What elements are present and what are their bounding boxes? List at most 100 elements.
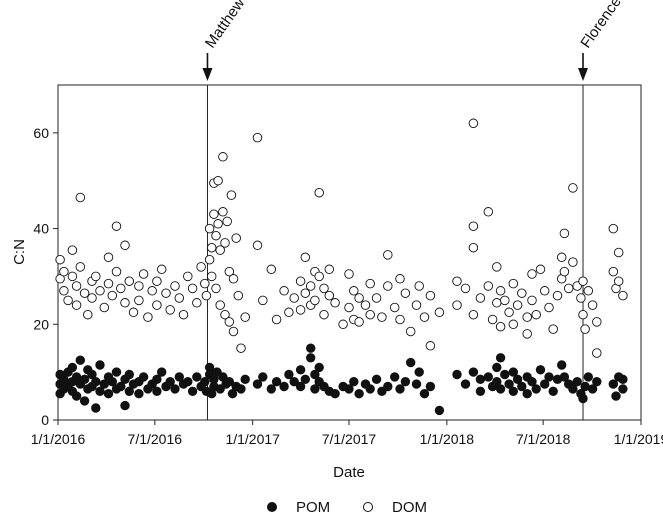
dom-point [354, 293, 364, 303]
pom-point [271, 377, 282, 387]
pom-point [103, 389, 114, 399]
dom-point [527, 295, 537, 306]
pom-point [59, 374, 69, 385]
dom-point [67, 271, 78, 282]
dom-point [204, 223, 215, 234]
x-tick-label: 1/1/2018 [420, 431, 475, 447]
dom-point [504, 307, 514, 318]
dom-point [354, 317, 364, 327]
dom-point [592, 317, 602, 327]
dom-point [563, 283, 574, 294]
dom-point [83, 309, 93, 320]
dom-point [215, 245, 225, 255]
dom-point [134, 281, 144, 291]
dom-point [608, 266, 619, 277]
dom-point [414, 281, 424, 291]
pom-point [252, 379, 263, 389]
pom-point [531, 384, 541, 394]
dom-point [544, 302, 554, 313]
dom-point [192, 298, 202, 308]
dom-point [587, 300, 598, 310]
pom-point [618, 384, 628, 394]
dom-point [395, 274, 405, 284]
pom-point [124, 386, 135, 397]
dom-point [512, 300, 523, 310]
dom-point [559, 266, 570, 277]
pom-point [468, 367, 479, 377]
dom-point [228, 274, 239, 284]
dom-point [152, 276, 162, 286]
dom-point [508, 319, 519, 330]
dom-point [522, 329, 532, 339]
x-tick-label: 7/1/2018 [516, 431, 571, 447]
pom-point [411, 379, 422, 389]
dom-point [487, 314, 498, 325]
dom-point [319, 309, 329, 320]
dom-point [120, 298, 130, 308]
dom-point [576, 293, 586, 303]
pom-point [258, 372, 268, 382]
pom-point [508, 386, 519, 397]
pom-point [540, 379, 550, 389]
pom-point [495, 353, 506, 363]
pom-point [395, 384, 405, 394]
plot-frame [57, 84, 642, 421]
dom-point [492, 262, 502, 272]
y-tick-label: 60 [33, 125, 49, 141]
dom-point [111, 221, 122, 231]
dom-point [400, 288, 411, 298]
dom-point [527, 269, 537, 279]
dom-point [284, 307, 294, 318]
x-tick-label: 1/1/2016 [31, 431, 86, 447]
pom-point [295, 365, 306, 375]
pom-point [91, 403, 101, 413]
dom-point [204, 254, 215, 265]
dom-point [206, 271, 217, 282]
pom-point [371, 374, 382, 385]
dom-point [580, 324, 590, 334]
series-dom [55, 118, 628, 358]
dom-point [279, 286, 289, 296]
pom-point [527, 377, 537, 387]
series-pom [55, 343, 628, 416]
dom-point [344, 302, 354, 313]
dom-point [468, 309, 479, 320]
dom-point [434, 307, 445, 318]
dom-point [161, 288, 171, 298]
dom-point [178, 309, 189, 320]
dom-point [295, 276, 306, 286]
pom-point [156, 367, 167, 377]
pom-point [152, 386, 162, 397]
dom-point [452, 276, 462, 286]
dom-point [395, 314, 405, 325]
dom-point [344, 269, 354, 279]
dom-point [156, 264, 167, 275]
dom-point [213, 175, 223, 186]
x-tick-label: 1/1/2019 [614, 431, 663, 447]
legend-label-pom: POM [296, 499, 330, 514]
dom-point [500, 295, 510, 306]
pom-point [557, 360, 567, 370]
dom-point [206, 242, 217, 253]
pom-point [192, 372, 202, 382]
dom-point [483, 207, 494, 217]
pom-point [572, 377, 582, 387]
dom-point [75, 192, 86, 203]
pom-point [495, 384, 506, 394]
pom-point [91, 377, 101, 387]
pom-point [224, 377, 235, 387]
dom-point [218, 207, 228, 217]
dom-point [71, 300, 82, 310]
pom-point [330, 389, 340, 399]
dom-point [452, 300, 462, 310]
dom-point [59, 286, 69, 296]
legend: POM DOM [267, 499, 427, 514]
dom-point [55, 274, 65, 284]
x-axis-label: Date [333, 464, 365, 481]
pom-point [492, 362, 502, 373]
dom-point [495, 286, 506, 296]
pom-point [79, 374, 90, 385]
dom-point [266, 264, 277, 275]
dom-point [405, 326, 416, 337]
pom-point [67, 362, 78, 373]
